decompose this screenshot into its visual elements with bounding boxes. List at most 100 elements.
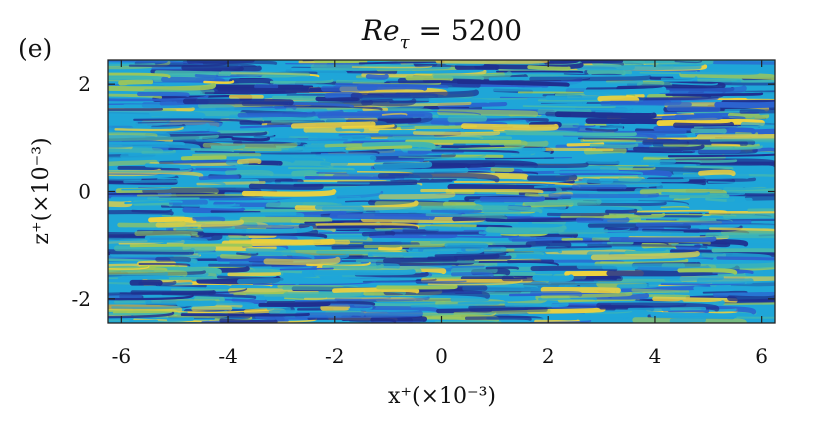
- heatmap-streak: [709, 138, 775, 142]
- heatmap-streak: [673, 121, 735, 129]
- heatmap-streak: [627, 306, 707, 312]
- heatmap-streak: [554, 111, 657, 119]
- heatmap-streak: [138, 262, 191, 267]
- heatmap-streak: [618, 176, 643, 182]
- heatmap-streak: [650, 311, 736, 320]
- heatmap-streak: [108, 120, 170, 128]
- heatmap-streak: [108, 311, 188, 316]
- heatmap-streak: [635, 219, 752, 227]
- x-axis-label: x⁺(×10⁻³): [388, 384, 496, 409]
- heatmap-streak: [507, 313, 632, 319]
- heatmap-streak: [521, 165, 619, 173]
- heatmap-streak: [603, 213, 666, 219]
- heatmap-streak: [322, 263, 384, 270]
- heatmap-streak: [108, 192, 158, 195]
- x-axis-ticks: -6 -4 -2 0 2 4 6: [112, 60, 768, 368]
- heatmap-streak: [290, 121, 376, 129]
- heatmap-streak: [661, 191, 710, 196]
- heatmap-streak: [582, 134, 648, 141]
- heatmap-streak: [161, 165, 281, 173]
- heatmap-streak: [351, 65, 433, 69]
- heatmap-streak: [443, 150, 552, 156]
- heatmap-streak: [210, 144, 246, 150]
- heatmap-streak: [426, 235, 520, 238]
- heatmap-streak: [274, 178, 304, 184]
- heatmap-streak: [329, 212, 435, 220]
- heatmap-streak: [108, 237, 208, 244]
- heatmap-streak: [563, 73, 589, 76]
- chart-title: Reτ = 5200: [361, 14, 522, 53]
- heatmap-streak: [108, 319, 191, 323]
- heatmap-streak: [713, 291, 775, 298]
- heatmap-streak: [398, 153, 487, 159]
- heatmap-streak: [108, 294, 194, 301]
- heatmap-streak: [682, 172, 750, 180]
- heatmap-streak: [740, 121, 775, 129]
- y-tick-label: 2: [78, 72, 91, 96]
- x-tick-label: -2: [325, 344, 344, 368]
- heatmap-streak: [671, 243, 695, 247]
- heatmap-streak: [108, 110, 206, 119]
- heatmap-streak: [265, 227, 295, 230]
- heatmap-streak: [680, 71, 760, 75]
- heatmap-streak: [674, 113, 723, 121]
- heatmap-streak: [120, 151, 182, 159]
- heatmap-streak: [652, 296, 738, 303]
- heatmap-streak: [714, 101, 775, 108]
- heatmap-streak: [144, 131, 268, 137]
- heatmap-streak: [503, 140, 549, 148]
- heatmap-streak: [434, 252, 507, 258]
- heatmap-streak: [420, 188, 544, 194]
- heatmap-streak: [657, 85, 747, 95]
- heatmap-streak: [430, 209, 482, 214]
- heatmap-streak: [108, 134, 219, 142]
- heatmap-streak: [656, 182, 775, 191]
- heatmap-streak: [584, 123, 607, 126]
- heatmap-streak: [361, 230, 396, 237]
- heatmap-streak: [378, 191, 456, 200]
- heatmap-streak: [293, 181, 418, 187]
- heatmap-streak: [192, 216, 226, 222]
- heatmap-streak: [108, 79, 136, 82]
- heatmap-streak: [465, 316, 532, 321]
- heatmap-streak: [722, 213, 775, 219]
- heatmap-streak: [553, 158, 677, 165]
- heatmap-streak: [108, 141, 185, 146]
- heatmap-streak: [707, 181, 760, 186]
- heatmap-streak: [739, 109, 775, 114]
- heatmap-streak: [433, 75, 485, 80]
- heatmap-streak: [355, 259, 480, 264]
- heatmap-streak: [666, 105, 721, 113]
- heatmap-streak: [527, 65, 571, 71]
- heatmap-streak: [417, 205, 543, 214]
- heatmap-streak: [384, 231, 484, 235]
- heatmap-streak: [190, 148, 235, 152]
- heatmap-streak: [237, 109, 344, 118]
- heatmap-streak: [320, 304, 351, 311]
- heatmap-streak: [225, 169, 274, 177]
- heatmap-streak: [656, 119, 765, 127]
- heatmap-streak: [248, 183, 324, 190]
- heatmap-streak: [136, 193, 256, 197]
- heatmap-streaks: [108, 60, 775, 323]
- heatmap-streak: [671, 92, 712, 98]
- heatmap-streak: [609, 100, 692, 107]
- heatmap-streak: [263, 256, 341, 266]
- heatmap-streak: [596, 302, 720, 312]
- heatmap-streak: [202, 225, 314, 234]
- heatmap-streak: [529, 290, 583, 297]
- heatmap-streak: [272, 195, 361, 199]
- heatmap-streak: [575, 217, 630, 224]
- heatmap-streak: [280, 181, 370, 185]
- heatmap-streak: [691, 148, 741, 154]
- heatmap-streak: [108, 133, 171, 140]
- heatmap-streak: [197, 232, 328, 239]
- heatmap-streak: [279, 267, 334, 271]
- heatmap-streak: [236, 158, 262, 165]
- heatmap-streak: [378, 246, 403, 251]
- heatmap-streak: [233, 290, 289, 296]
- heatmap-streak: [371, 280, 467, 283]
- heatmap-streak: [454, 255, 512, 260]
- heatmap-streak: [227, 272, 282, 277]
- heatmap-streak: [108, 210, 174, 216]
